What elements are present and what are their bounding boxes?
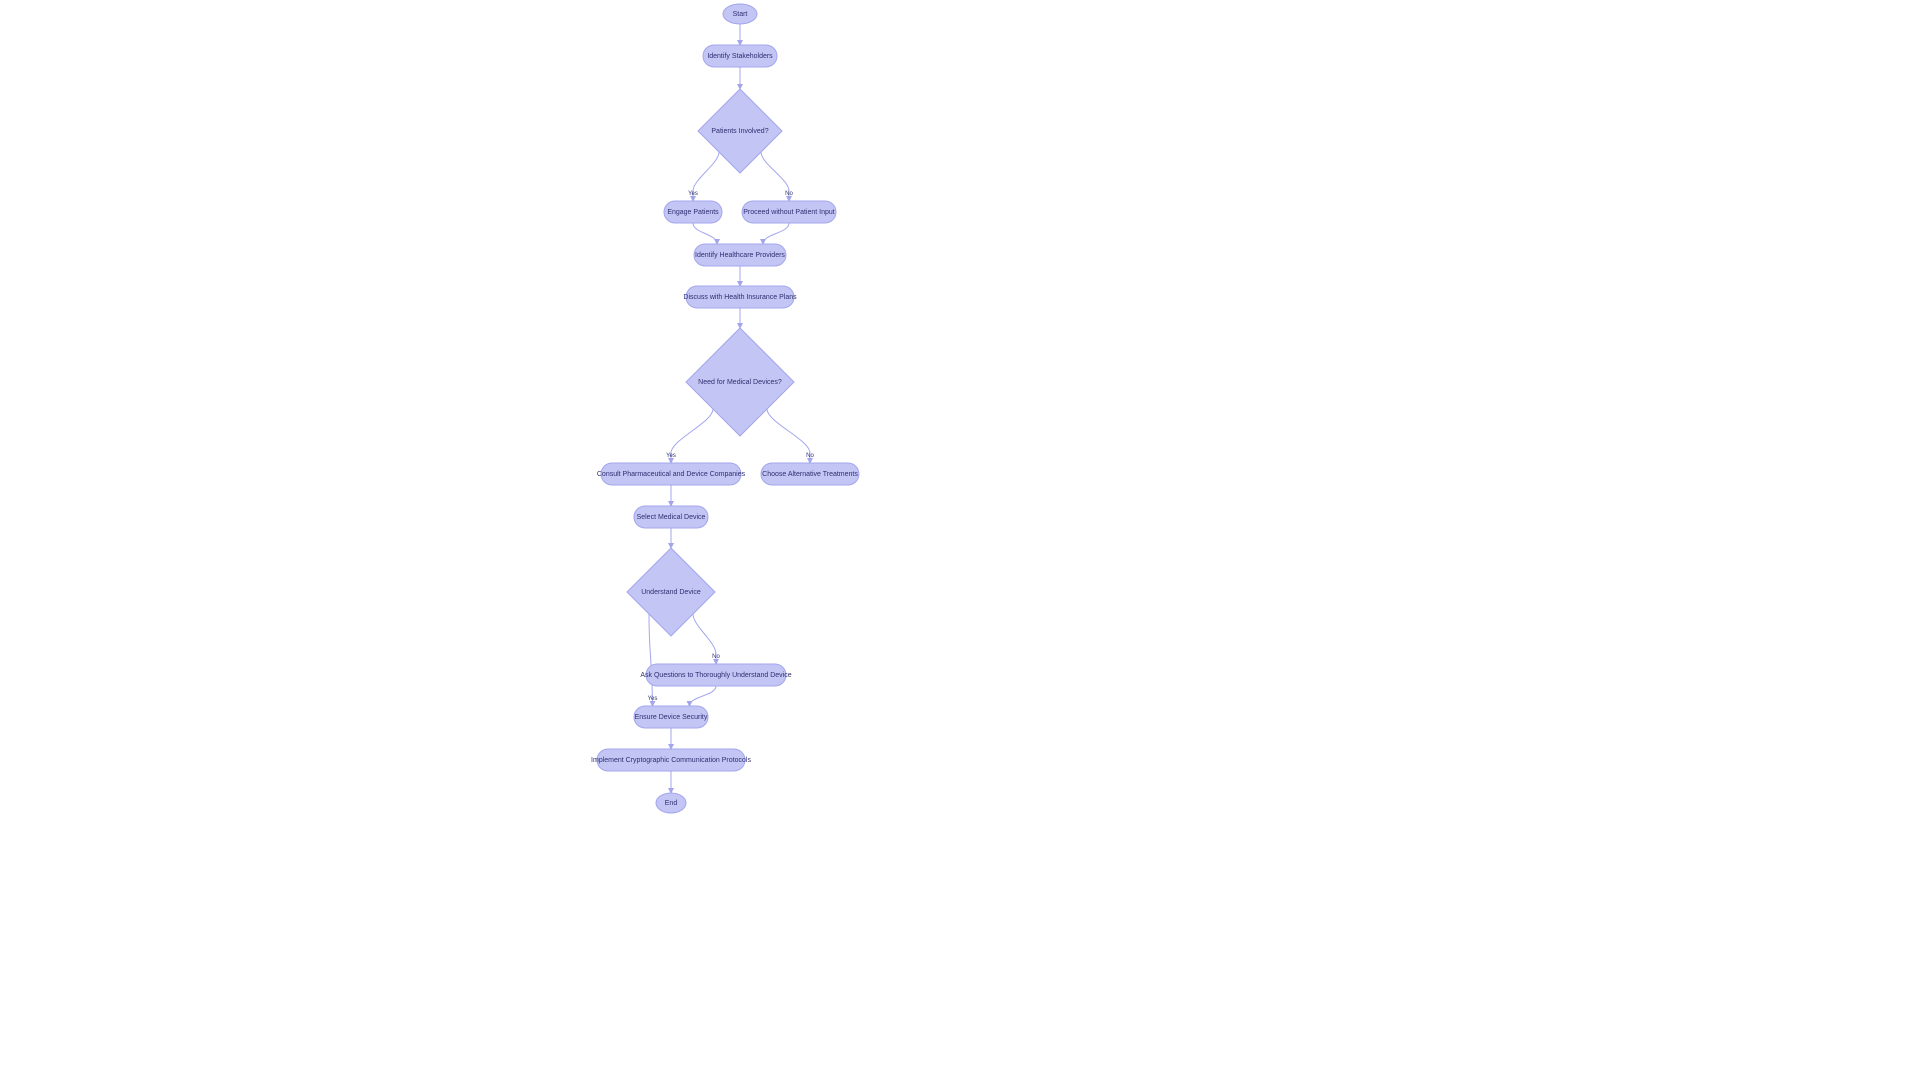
node-label: Start	[733, 11, 748, 18]
flow-node-ask: Ask Questions to Thoroughly Understand D…	[640, 664, 791, 686]
node-label: Engage Patients	[667, 209, 719, 216]
node-label: Ask Questions to Thoroughly Understand D…	[640, 672, 791, 679]
node-label: Select Medical Device	[637, 514, 706, 521]
flow-node-choose: Choose Alternative Treatments	[761, 463, 859, 485]
flow-edge	[690, 686, 717, 706]
flow-edge	[767, 409, 810, 463]
flow-node-under: Understand Device	[627, 548, 715, 636]
flow-node-select: Select Medical Device	[634, 506, 708, 528]
node-label: Implement Cryptographic Communication Pr…	[591, 757, 751, 764]
flow-node-discuss: Discuss with Health Insurance Plans	[683, 286, 797, 308]
node-label: Need for Medical Devices?	[698, 379, 782, 386]
node-label: Proceed without Patient Input	[743, 209, 835, 216]
node-label: Identify Stakeholders	[707, 53, 773, 60]
flow-node-ensure: Ensure Device Security	[634, 706, 708, 728]
flow-edge	[763, 223, 789, 244]
edge-label: No	[806, 453, 814, 459]
flow-node-engage: Engage Patients	[664, 201, 722, 223]
edge-label: No	[785, 191, 793, 197]
flow-node-consult: Consult Pharmaceutical and Device Compan…	[597, 463, 746, 485]
edge-label: Yes	[688, 191, 698, 197]
flow-node-patinv: Patients Involved?	[698, 89, 782, 173]
flow-edge	[671, 409, 713, 463]
flow-edge	[693, 223, 717, 244]
flow-node-stake: Identify Stakeholders	[703, 45, 777, 67]
edge-label: Yes	[648, 696, 658, 702]
flow-node-start: Start	[723, 4, 757, 24]
edge-label: No	[712, 654, 720, 660]
edge-label: Yes	[666, 453, 676, 459]
flow-edge	[649, 614, 653, 706]
node-label: Ensure Device Security	[635, 714, 708, 721]
flow-node-proceed: Proceed without Patient Input	[742, 201, 836, 223]
node-label: Consult Pharmaceutical and Device Compan…	[597, 471, 746, 478]
flow-node-impl: Implement Cryptographic Communication Pr…	[591, 749, 751, 771]
node-label: Understand Device	[641, 589, 701, 596]
flow-node-end: End	[656, 793, 686, 813]
node-label: Identify Healthcare Providers	[695, 252, 785, 259]
node-label: Patients Involved?	[711, 128, 768, 135]
node-label: Discuss with Health Insurance Plans	[683, 294, 797, 301]
flow-node-idprov: Identify Healthcare Providers	[694, 244, 786, 266]
node-label: Choose Alternative Treatments	[762, 471, 858, 478]
flow-node-needdev: Need for Medical Devices?	[686, 328, 794, 436]
node-label: End	[665, 800, 678, 807]
